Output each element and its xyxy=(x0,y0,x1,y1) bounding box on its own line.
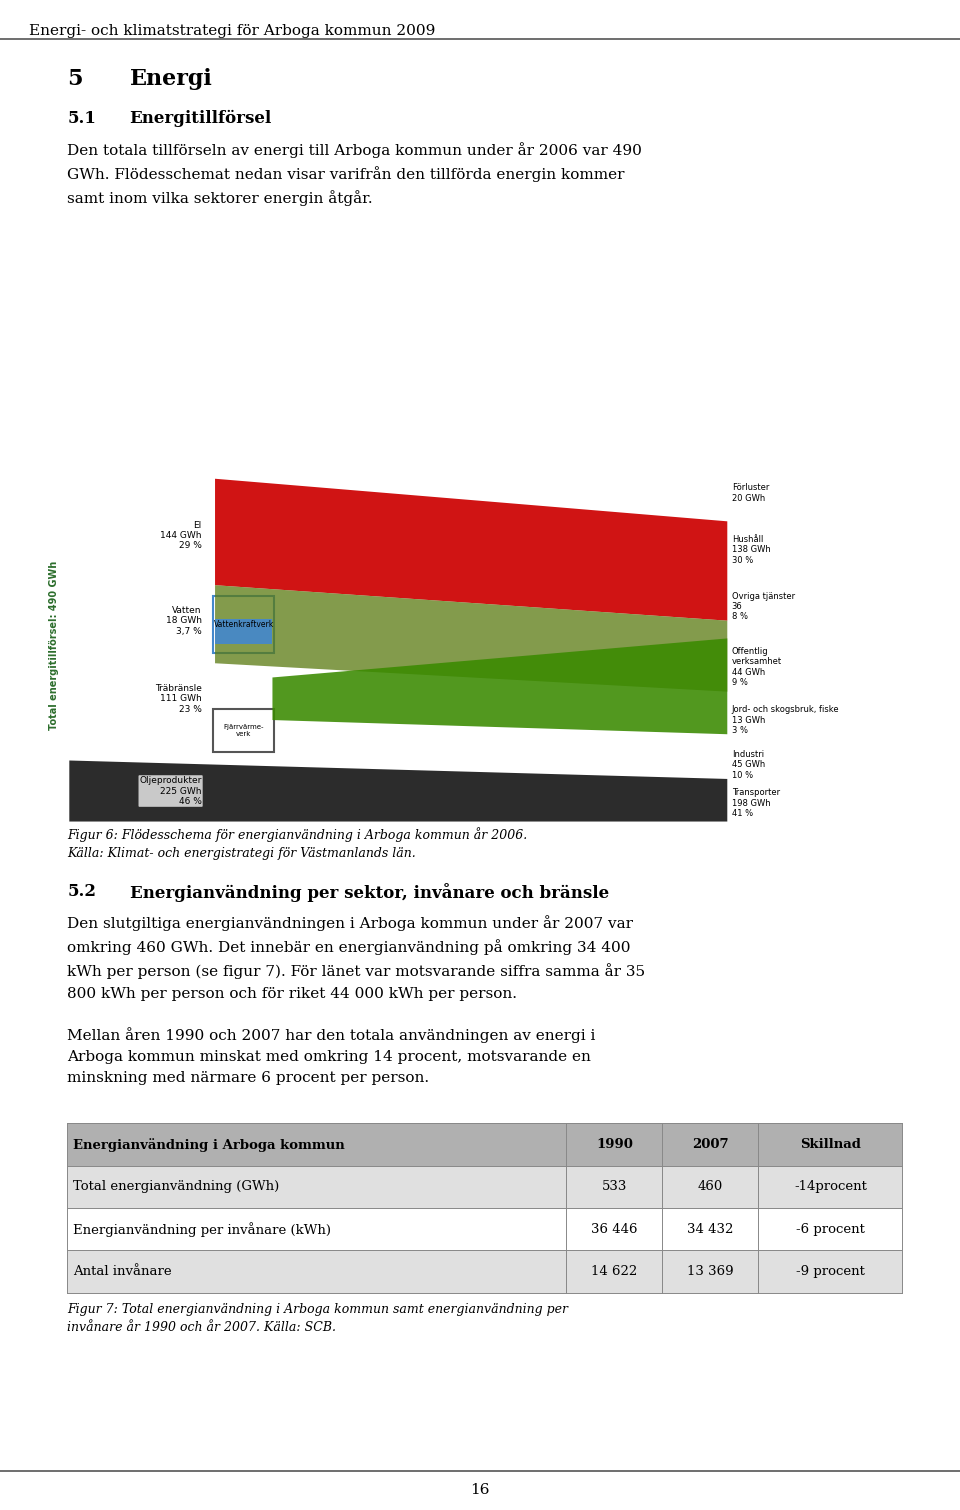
Text: Ovriga tjänster
36
8 %: Ovriga tjänster 36 8 % xyxy=(732,592,795,622)
Text: Vattenkraftverk: Vattenkraftverk xyxy=(214,619,274,628)
Text: Energi: Energi xyxy=(130,68,212,91)
Bar xyxy=(67,1166,902,1208)
Text: Antal invånare: Antal invånare xyxy=(73,1265,172,1277)
Text: -14procent: -14procent xyxy=(794,1181,867,1193)
Text: Energi- och klimatstrategi för Arboga kommun 2009: Energi- och klimatstrategi för Arboga ko… xyxy=(29,24,435,38)
Text: Förluster
20 GWh: Förluster 20 GWh xyxy=(732,483,769,503)
Text: Energitillförsel: Energitillförsel xyxy=(130,110,272,127)
Text: Energianvändning per invånare (kWh): Energianvändning per invånare (kWh) xyxy=(73,1222,331,1237)
Text: 5.2: 5.2 xyxy=(67,883,96,900)
Text: Figur 6: Flödesschema för energianvändning i Arboga kommun år 2006.
Källa: Klima: Figur 6: Flödesschema för energianvändni… xyxy=(67,827,527,859)
Text: 2007: 2007 xyxy=(692,1139,729,1151)
FancyBboxPatch shape xyxy=(213,596,275,652)
Text: 5: 5 xyxy=(67,68,83,91)
Text: 1990: 1990 xyxy=(596,1139,633,1151)
Text: 460: 460 xyxy=(698,1181,723,1193)
Text: Energianvändning per sektor, invånare och bränsle: Energianvändning per sektor, invånare oc… xyxy=(130,883,609,903)
Text: 13 369: 13 369 xyxy=(687,1265,733,1277)
Text: Vatten
18 GWh
3,7 %: Vatten 18 GWh 3,7 % xyxy=(166,606,202,636)
Text: Industri
45 GWh
10 %: Industri 45 GWh 10 % xyxy=(732,750,765,779)
Text: -9 procent: -9 procent xyxy=(796,1265,865,1277)
Text: Energianvändning i Arboga kommun: Energianvändning i Arboga kommun xyxy=(73,1137,345,1152)
Text: Offentlig
verksamhet
44 GWh
9 %: Offentlig verksamhet 44 GWh 9 % xyxy=(732,646,781,687)
Text: Skillnad: Skillnad xyxy=(800,1139,861,1151)
Polygon shape xyxy=(215,619,273,645)
Text: Hushåll
138 GWh
30 %: Hushåll 138 GWh 30 % xyxy=(732,535,771,565)
Text: -6 procent: -6 procent xyxy=(796,1223,865,1235)
Text: Figur 7: Total energianvändning i Arboga kommun samt energianvändning per
invåna: Figur 7: Total energianvändning i Arboga… xyxy=(67,1303,568,1333)
Polygon shape xyxy=(273,639,728,734)
Text: Total energianvändning (GWh): Total energianvändning (GWh) xyxy=(73,1181,279,1193)
Polygon shape xyxy=(215,586,728,692)
Bar xyxy=(67,1208,902,1250)
Text: El
144 GWh
29 %: El 144 GWh 29 % xyxy=(160,521,202,551)
Text: 36 446: 36 446 xyxy=(591,1223,637,1235)
Polygon shape xyxy=(69,761,728,821)
Text: Fjärrvärme-
verk: Fjärrvärme- verk xyxy=(224,725,264,737)
Text: 34 432: 34 432 xyxy=(687,1223,733,1235)
Bar xyxy=(67,1250,902,1293)
Text: Mellan åren 1990 och 2007 har den totala användningen av energi i
Arboga kommun : Mellan åren 1990 och 2007 har den totala… xyxy=(67,1027,595,1086)
FancyBboxPatch shape xyxy=(213,710,275,752)
Text: 533: 533 xyxy=(602,1181,627,1193)
Text: Jord- och skogsbruk, fiske
13 GWh
3 %: Jord- och skogsbruk, fiske 13 GWh 3 % xyxy=(732,705,839,735)
Text: Transporter
198 GWh
41 %: Transporter 198 GWh 41 % xyxy=(732,788,780,818)
Text: Oljeprodukter
225 GWh
46 %: Oljeprodukter 225 GWh 46 % xyxy=(139,776,202,806)
Text: Den slutgiltiga energianvändningen i Arboga kommun under år 2007 var
omkring 460: Den slutgiltiga energianvändningen i Arb… xyxy=(67,915,645,1001)
Text: Träbränsle
111 GWh
23 %: Träbränsle 111 GWh 23 % xyxy=(155,684,202,714)
Text: Den totala tillförseln av energi till Arboga kommun under år 2006 var 490
GWh. F: Den totala tillförseln av energi till Ar… xyxy=(67,142,642,207)
Text: Total energitillförsel: 490 GWh: Total energitillförsel: 490 GWh xyxy=(49,560,60,731)
Text: 14 622: 14 622 xyxy=(591,1265,637,1277)
Text: 16: 16 xyxy=(470,1483,490,1498)
Polygon shape xyxy=(215,479,728,621)
Text: 5.1: 5.1 xyxy=(67,110,96,127)
Bar xyxy=(67,1123,902,1166)
